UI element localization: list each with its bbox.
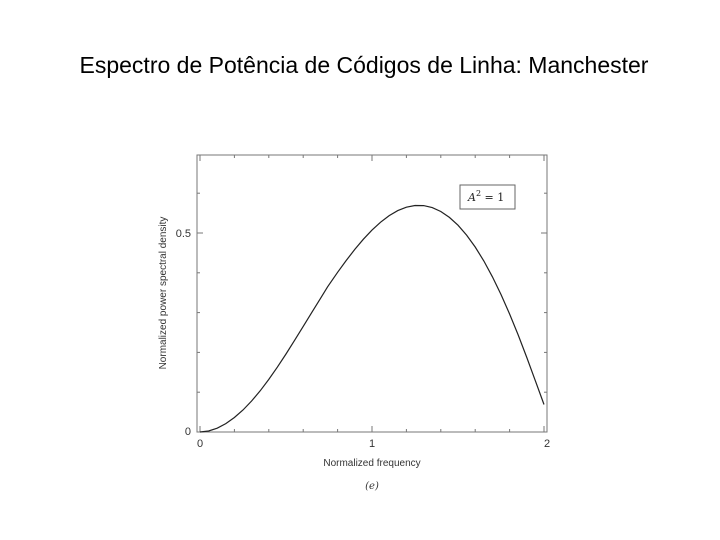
x-tick-label-1: 1 bbox=[369, 438, 375, 450]
psd-series-line bbox=[199, 204, 545, 433]
slide-title: Espectro de Potência de Códigos de Linha… bbox=[79, 52, 649, 78]
x-tick-label-2: 2 bbox=[544, 438, 550, 450]
y-tick-label-0: 0 bbox=[185, 426, 191, 438]
legend-superscript: 2 bbox=[476, 189, 481, 198]
y-axis-label: Normalized power spectral density bbox=[158, 217, 169, 370]
legend-base: A bbox=[467, 191, 476, 204]
svg-text:A2 = 1: A2 = 1 bbox=[467, 189, 504, 204]
x-axis-label: Normalized frequency bbox=[323, 458, 420, 469]
y-tick-label-1: 0.5 bbox=[176, 228, 191, 240]
legend-box: A2 = 1 bbox=[459, 184, 516, 210]
axis-ticks bbox=[197, 155, 547, 433]
legend-rest: = 1 bbox=[481, 191, 504, 204]
figure-caption: (e) bbox=[365, 481, 379, 492]
x-tick-label-0: 0 bbox=[197, 438, 203, 450]
